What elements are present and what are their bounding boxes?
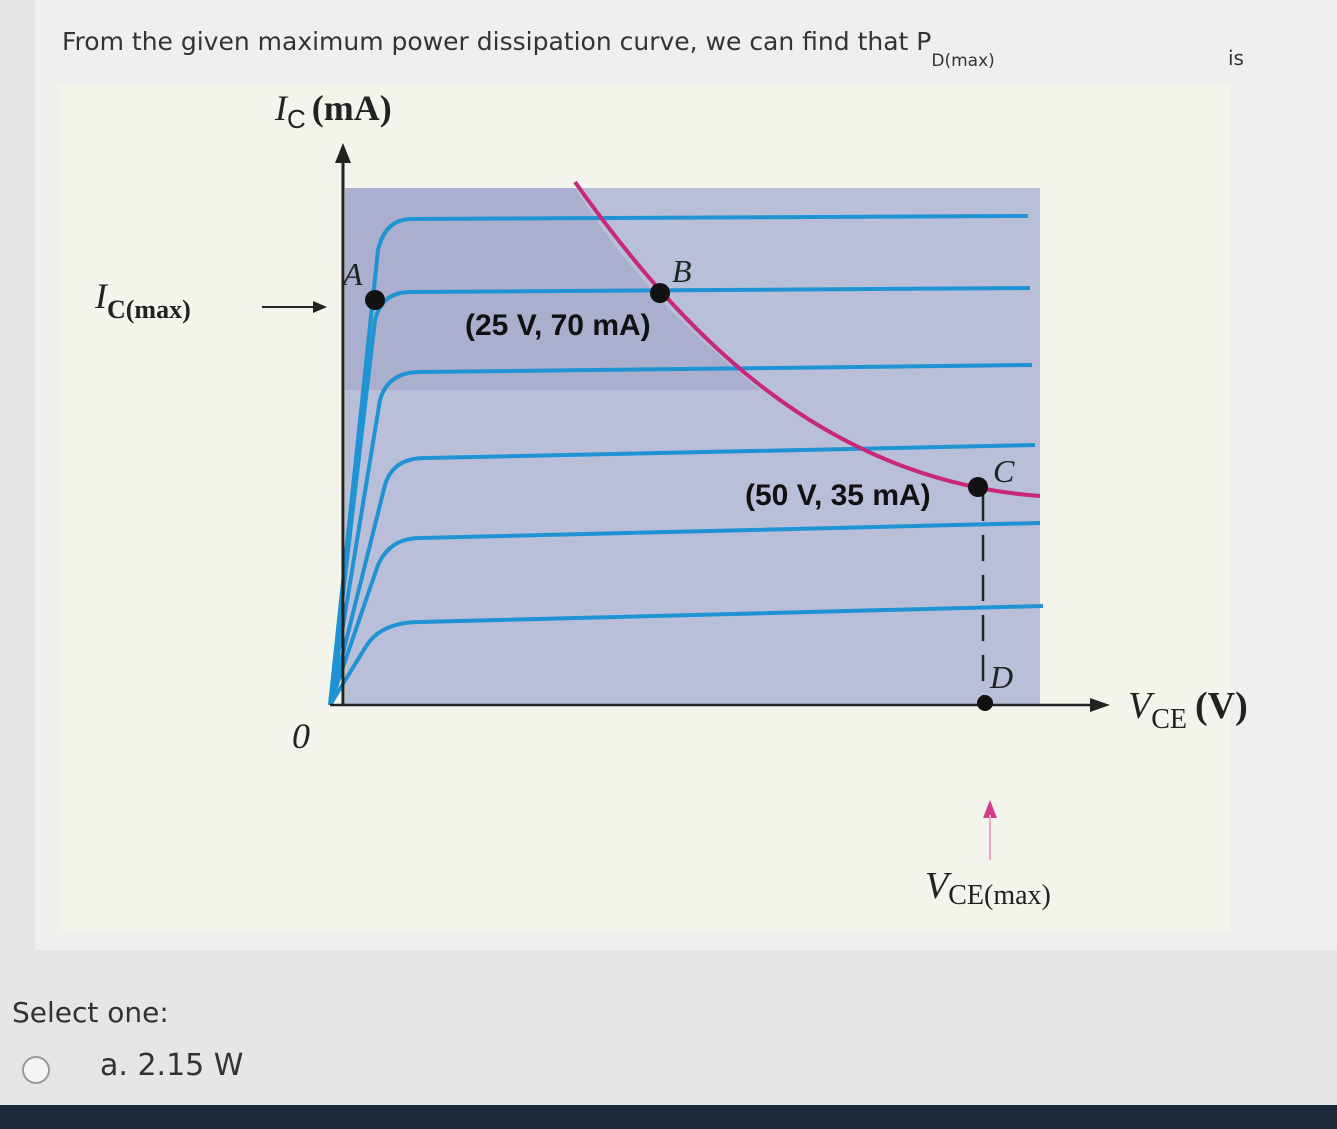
curve: [328, 443, 1036, 706]
subscript: C: [287, 104, 306, 134]
coordinate-label: (25 V, 70 mA): [465, 309, 651, 342]
symbol: I: [94, 276, 109, 316]
subscript: CE(max): [948, 880, 1051, 911]
coordinate-label: (50 V, 35 mA): [745, 479, 931, 512]
point-label: B: [672, 253, 692, 289]
x-axis-label: VCE (V): [1128, 685, 1248, 735]
question-subscript: D(max): [931, 51, 994, 71]
y-axis-label: IC (mA): [274, 88, 392, 134]
ic-max-label: IC(max): [94, 276, 191, 324]
curve: [328, 604, 1044, 707]
point-c: [968, 477, 988, 497]
x-arrow: [1090, 698, 1110, 712]
curve: [328, 363, 1033, 706]
subscript: CE: [1151, 704, 1187, 735]
question-text: From the given maximum power dissipation…: [62, 27, 995, 71]
curve: [328, 286, 1031, 706]
point-label: A: [341, 256, 363, 292]
point-label: C: [993, 453, 1015, 489]
origin-label: 0: [292, 716, 310, 756]
point-b: [650, 283, 670, 303]
question-suffix: is: [1228, 46, 1244, 70]
unit: (V): [1195, 685, 1248, 727]
question-main: From the given maximum power dissipation…: [62, 27, 931, 56]
safe-region-dark: [345, 188, 760, 390]
vce-max-label: VCE(max): [925, 865, 1051, 911]
curve: [328, 214, 1029, 706]
unit: (mA): [312, 88, 392, 128]
power-curve: [573, 180, 1041, 498]
point-d: [977, 695, 993, 711]
ic-max-arrowhead: [313, 301, 327, 313]
symbol: V: [925, 865, 952, 907]
symbol: I: [274, 88, 289, 128]
radio-a[interactable]: [22, 1056, 50, 1084]
y-arrow: [335, 143, 351, 163]
select-prompt: Select one:: [12, 996, 169, 1029]
collector-curves: [328, 214, 1044, 707]
taskbar: [0, 1105, 1337, 1129]
curve: [328, 521, 1041, 706]
point-a: [365, 290, 385, 310]
symbol: V: [1128, 685, 1155, 727]
option-a[interactable]: a. 2.15 W: [100, 1048, 243, 1083]
subscript: C(max): [107, 295, 191, 324]
vce-max-arrowhead: [983, 800, 997, 818]
point-label: D: [989, 659, 1013, 695]
